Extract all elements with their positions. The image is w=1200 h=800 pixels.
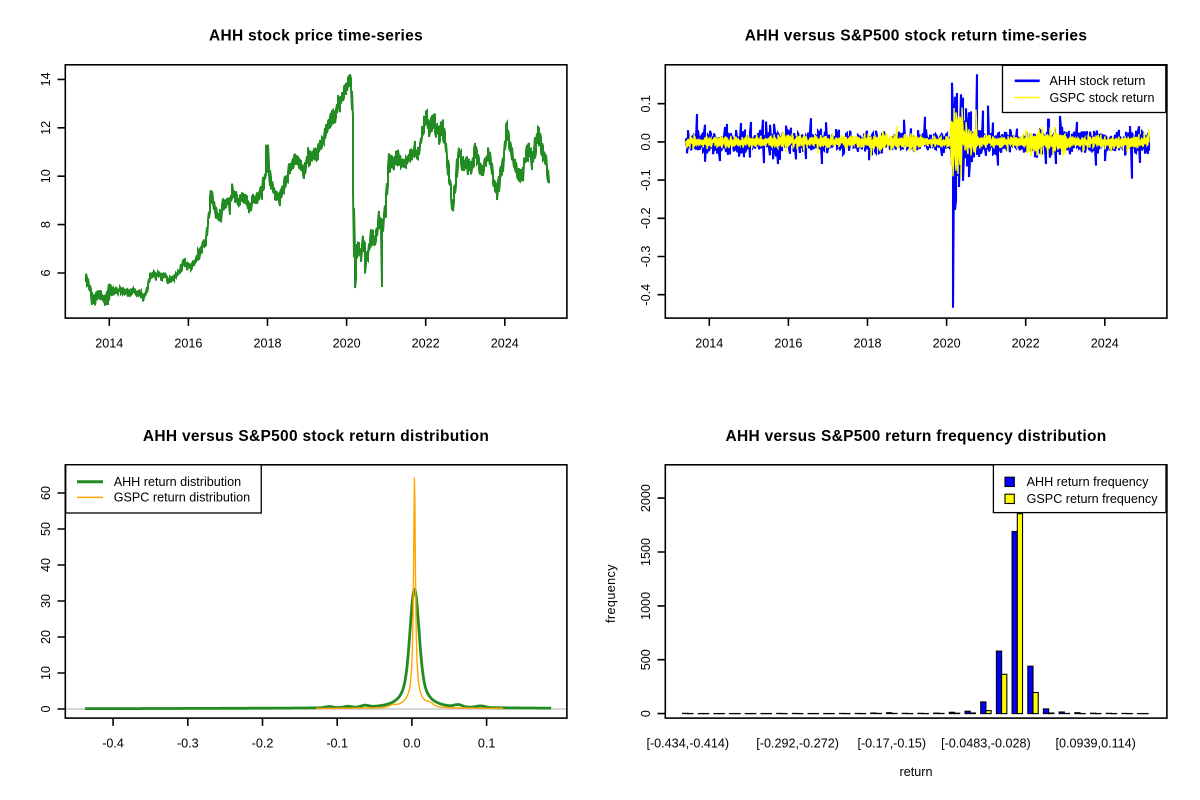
svg-text:1500: 1500 [639, 538, 653, 566]
svg-text:2018: 2018 [253, 337, 281, 351]
svg-text:30: 30 [39, 594, 53, 608]
svg-text:6: 6 [39, 269, 53, 276]
svg-text:GSPC return frequency: GSPC return frequency [1027, 492, 1159, 506]
svg-text:0.1: 0.1 [478, 737, 496, 751]
svg-text:2020: 2020 [933, 337, 961, 351]
svg-text:0.0: 0.0 [403, 737, 421, 751]
svg-text:frequency: frequency [604, 564, 618, 623]
svg-text:[-0.0483,-0.028): [-0.0483,-0.028) [941, 737, 1031, 751]
svg-text:0.0: 0.0 [639, 133, 653, 151]
svg-text:2000: 2000 [639, 484, 653, 512]
svg-text:50: 50 [39, 522, 53, 536]
svg-text:[-0.292,-0.272): [-0.292,-0.272) [756, 737, 839, 751]
svg-text:10: 10 [39, 666, 53, 680]
svg-text:2014: 2014 [695, 337, 723, 351]
svg-text:-0.2: -0.2 [252, 737, 274, 751]
svg-text:return: return [900, 765, 933, 779]
svg-text:-0.2: -0.2 [639, 207, 653, 229]
svg-text:-0.1: -0.1 [326, 737, 348, 751]
svg-text:-0.4: -0.4 [102, 737, 124, 751]
svg-text:-0.3: -0.3 [177, 737, 199, 751]
svg-text:[0.0939,0.114): [0.0939,0.114) [1056, 737, 1136, 751]
svg-text:AHH stock return: AHH stock return [1050, 74, 1146, 88]
svg-text:2016: 2016 [174, 337, 202, 351]
svg-text:GSPC stock return: GSPC stock return [1050, 91, 1155, 105]
svg-text:AHH versus S&P500 return frequ: AHH versus S&P500 return frequency distr… [725, 428, 1106, 445]
svg-text:1000: 1000 [639, 592, 653, 620]
svg-text:20: 20 [39, 630, 53, 644]
svg-text:2016: 2016 [774, 337, 802, 351]
svg-text:2022: 2022 [412, 337, 440, 351]
svg-text:8: 8 [39, 221, 53, 228]
svg-text:[-0.434,-0.414): [-0.434,-0.414) [646, 737, 729, 751]
svg-text:0: 0 [39, 705, 53, 712]
svg-text:2018: 2018 [853, 337, 881, 351]
svg-text:[-0.17,-0.15): [-0.17,-0.15) [857, 737, 926, 751]
svg-text:AHH versus S&P500 stock return: AHH versus S&P500 stock return distribut… [143, 428, 489, 445]
svg-text:2024: 2024 [491, 337, 519, 351]
svg-text:0.1: 0.1 [639, 95, 653, 113]
svg-text:12: 12 [39, 121, 53, 135]
svg-text:14: 14 [39, 72, 53, 86]
svg-text:40: 40 [39, 558, 53, 572]
svg-text:2022: 2022 [1012, 337, 1040, 351]
svg-text:-0.3: -0.3 [639, 246, 653, 268]
svg-text:AHH stock price time-series: AHH stock price time-series [209, 28, 423, 45]
svg-text:-0.1: -0.1 [639, 169, 653, 191]
svg-text:2014: 2014 [95, 337, 123, 351]
svg-text:500: 500 [639, 649, 653, 670]
svg-text:10: 10 [39, 169, 53, 183]
svg-text:AHH return frequency: AHH return frequency [1027, 475, 1149, 489]
svg-text:GSPC return distribution: GSPC return distribution [114, 491, 251, 505]
svg-text:AHH return distribution: AHH return distribution [114, 475, 241, 489]
svg-text:2024: 2024 [1091, 337, 1119, 351]
svg-text:60: 60 [39, 486, 53, 500]
svg-text:AHH versus S&P500 stock return: AHH versus S&P500 stock return time-seri… [745, 28, 1088, 45]
svg-text:-0.4: -0.4 [639, 284, 653, 306]
svg-text:2020: 2020 [333, 337, 361, 351]
svg-text:0: 0 [639, 710, 653, 717]
